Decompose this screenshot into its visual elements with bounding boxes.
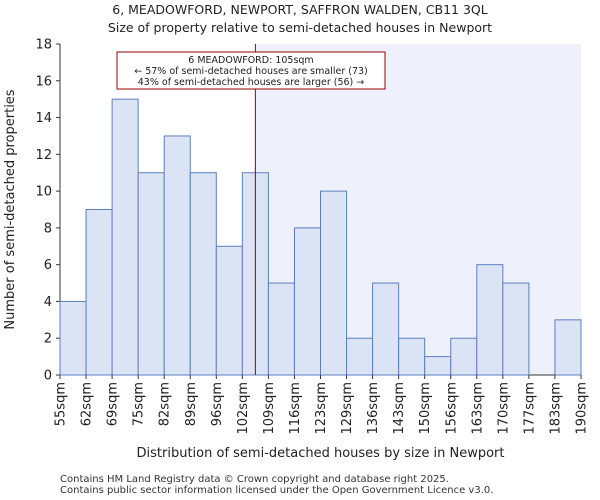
x-tick-label: 136sqm (366, 382, 381, 435)
annotation-box (116, 51, 386, 90)
bar (554, 319, 582, 376)
x-tick-label: 163sqm (470, 382, 485, 435)
y-tick-label: 6 (44, 258, 52, 273)
histogram-chart: 0 2 4 6 8 10 12 14 16 18 55sqm 62sqm 69sqm 75sqm 82sqm… (3, 38, 590, 462)
x-tick-label: 177sqm (522, 382, 537, 435)
bar (476, 264, 504, 376)
bar (59, 300, 87, 376)
annotation-larger: 43% of semi-detached houses are larger (… (138, 77, 365, 88)
x-tick-label: 82sqm (158, 382, 173, 426)
bar (398, 337, 426, 376)
x-tick-label: 75sqm (132, 382, 147, 426)
x-tick-label: 116sqm (288, 382, 303, 435)
x-axis-label: Distribution of semi-detached houses by … (137, 446, 505, 461)
bar (85, 209, 113, 376)
x-tick-label: 183sqm (548, 382, 563, 435)
bar (267, 282, 295, 376)
x-tick-label: 123sqm (314, 382, 329, 435)
y-tick-label: 0 (44, 369, 52, 384)
bar (163, 135, 191, 376)
x-tick-label: 89sqm (184, 382, 199, 426)
y-tick-label: 4 (44, 295, 52, 310)
x-tick-label: 62sqm (80, 382, 95, 426)
x-tick-label: 143sqm (392, 382, 407, 435)
y-tick-label: 12 (35, 148, 52, 163)
footer-licence: Contains public sector information licen… (60, 485, 494, 496)
annotation-smaller: ← 57% of semi-detached houses are smalle… (134, 66, 368, 77)
x-tick-label: 102sqm (236, 382, 251, 435)
x-tick-label: 109sqm (262, 382, 277, 435)
bar (137, 172, 165, 376)
y-tick-label: 16 (35, 74, 52, 89)
bar (372, 282, 400, 376)
y-tick-label: 8 (44, 221, 52, 236)
x-tick-label: 69sqm (106, 382, 121, 426)
y-tick-label: 2 (44, 332, 52, 347)
y-axis-label: Number of semi-detached properties (3, 89, 18, 329)
chart-title: 6, MEADOWFORD, NEWPORT, SAFFRON WALDEN, … (112, 2, 488, 17)
bar (320, 190, 348, 376)
x-tick-label: 190sqm (575, 382, 590, 435)
x-tick-label: 170sqm (496, 382, 511, 435)
chart-subtitle: Size of property relative to semi-detach… (107, 20, 493, 35)
x-tick-label: 129sqm (340, 382, 355, 435)
bar (215, 245, 243, 376)
bar (346, 337, 374, 376)
bar (293, 227, 322, 376)
bar (189, 172, 217, 376)
x-tick-label: 55sqm (54, 382, 69, 426)
y-tick-label: 10 (35, 185, 52, 200)
bar (502, 282, 530, 376)
bar (450, 337, 478, 376)
x-tick-label: 96sqm (210, 382, 225, 426)
y-tick-label: 18 (35, 38, 52, 53)
x-tick-label: 156sqm (444, 382, 459, 435)
bar (424, 356, 452, 376)
footer-copyright: Contains HM Land Registry data © Crown c… (60, 474, 449, 485)
bar (111, 98, 139, 376)
annotation-title: 6 MEADOWFORD: 105sqm (188, 55, 313, 66)
x-tick-label: 150sqm (418, 382, 433, 435)
y-tick-label: 14 (35, 111, 52, 126)
